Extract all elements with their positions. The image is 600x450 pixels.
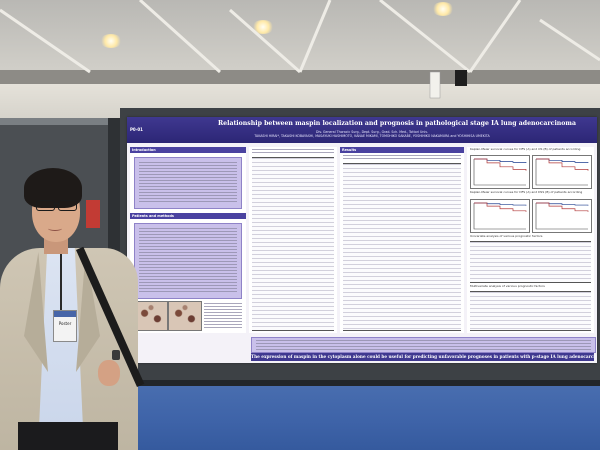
table-caption — [252, 149, 334, 155]
km-caption-1: Kaplan-Meier survival curves for DFS (A)… — [470, 148, 581, 151]
km-caption-2: Kaplan-Meier survival curves for DFS (A)… — [470, 191, 583, 194]
poster-column-table — [249, 147, 337, 333]
km-survival-curve — [536, 158, 589, 163]
micrograph-image — [168, 301, 202, 331]
km-survival-curve — [536, 202, 589, 212]
km-plot-dss — [532, 199, 592, 233]
red-sign — [86, 200, 100, 228]
km-plot-svg — [535, 202, 589, 230]
km-plot-dfs — [470, 155, 530, 189]
ceiling-light — [252, 20, 274, 34]
micrograph-image — [134, 301, 168, 331]
poster-id: P0-01 — [130, 127, 143, 132]
section-header: Introduction — [130, 147, 246, 153]
km-plot-svg — [473, 158, 527, 186]
trousers — [18, 422, 118, 450]
methods-text — [139, 228, 237, 294]
univariate-caption: Univariate analysis of various prognosti… — [470, 235, 543, 238]
maspin-localization-table — [343, 163, 461, 331]
patient-characteristics-table — [252, 157, 334, 331]
km-survival-curve — [536, 158, 589, 171]
km-axis — [473, 159, 526, 186]
wristwatch — [112, 350, 120, 360]
km-plot-svg — [535, 158, 589, 186]
glasses — [36, 200, 78, 211]
km-survival-curve — [474, 158, 527, 163]
poster-column-results: Results — [340, 147, 464, 333]
km-plot-os — [532, 155, 592, 189]
section-intro-label: Introduction — [132, 148, 156, 152]
poster-column-survival: Kaplan-Meier survival curves for DFS (A)… — [467, 147, 594, 333]
ceiling-light — [100, 34, 122, 48]
discussion-text — [256, 340, 591, 350]
ceiling-beam — [0, 70, 600, 84]
hand — [98, 360, 120, 386]
poster-affiliation-text: Div. General Thoracic Surg., Dept. Surg.… — [316, 130, 428, 134]
section-results-label: Results — [342, 148, 357, 152]
glasses-bridge — [54, 203, 59, 205]
section-header: Patients and methods — [130, 213, 246, 219]
board-base — [120, 380, 600, 386]
multivariate-table — [470, 291, 591, 331]
name-badge: Poster — [53, 310, 77, 342]
km-axis — [535, 159, 588, 186]
poster-authors-text: TAKASHI HIRAI*, TAKASHI KOBAYASHI, MASAY… — [254, 134, 490, 138]
intro-text — [139, 162, 237, 204]
section-methods-label: Patients and methods — [132, 214, 174, 218]
poster-affiliation: Div. General Thoracic Surg., Dept. Surg.… — [157, 130, 587, 138]
glasses-lens — [58, 200, 77, 211]
km-survival-curve — [474, 202, 527, 206]
badge-label: Poster — [58, 321, 72, 326]
section-header: Results — [340, 147, 464, 153]
km-survival-curve — [536, 202, 589, 206]
km-axis — [535, 203, 588, 230]
research-poster: P0-01 Relationship between maspin locali… — [127, 117, 597, 363]
multivariate-caption: Multivariate analysis of various prognos… — [470, 285, 545, 288]
km-plot-svg — [473, 202, 527, 230]
km-axis — [473, 203, 526, 230]
ceiling-light — [432, 2, 454, 16]
ceiling-trusses — [0, 0, 600, 99]
methods-box — [134, 223, 242, 299]
discussion-box — [251, 337, 596, 353]
poster-column-intro: Introduction Patients and methods — [130, 147, 246, 333]
intro-box — [134, 157, 242, 209]
results-caption — [343, 155, 461, 161]
km-survival-curve — [474, 158, 527, 171]
badge-band — [54, 311, 76, 317]
km-plot-dfs-2 — [470, 199, 530, 233]
km-survival-curve — [474, 202, 527, 212]
poster-title: Relationship between maspin localization… — [218, 120, 576, 127]
lanyard — [60, 252, 62, 314]
figure-legend-text — [204, 303, 242, 329]
poster-conclusion: The expression of maspin in the cytoplas… — [251, 353, 594, 361]
presenter: Poster — [0, 160, 150, 450]
poster-header: P0-01 Relationship between maspin locali… — [127, 117, 597, 143]
neck — [44, 238, 68, 254]
glasses-lens — [36, 200, 55, 211]
univariate-table — [470, 241, 591, 283]
mouth — [48, 226, 62, 231]
